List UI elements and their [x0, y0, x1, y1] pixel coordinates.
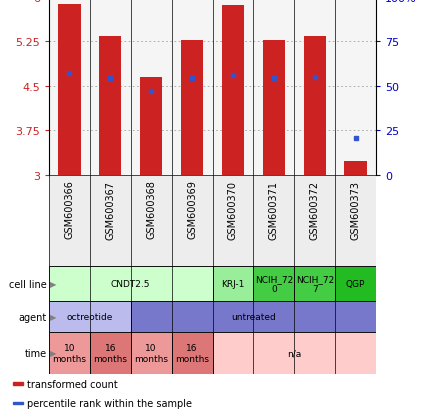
Bar [335, 176, 376, 266]
Text: n/a: n/a [287, 349, 301, 358]
Text: octreotide: octreotide [67, 313, 113, 321]
Bar [140, 78, 162, 176]
Text: NCIH_72
0: NCIH_72 0 [255, 274, 293, 294]
Bar [131, 176, 172, 266]
Bar [13, 402, 23, 404]
Bar [49, 332, 90, 374]
Text: transformed count: transformed count [27, 379, 118, 389]
Bar [90, 332, 131, 374]
Bar [49, 176, 90, 266]
Bar [49, 266, 212, 301]
Bar [131, 332, 172, 374]
Text: GSM600369: GSM600369 [187, 180, 197, 239]
Bar [130, 0, 172, 176]
Bar [294, 0, 335, 176]
Bar [131, 301, 376, 332]
Text: GSM600372: GSM600372 [310, 180, 320, 239]
Bar [294, 266, 335, 301]
Bar [49, 0, 90, 176]
Text: ▶: ▶ [50, 280, 56, 288]
Bar [90, 176, 131, 266]
Bar [335, 0, 376, 176]
Bar [212, 266, 253, 301]
Bar [212, 332, 376, 374]
Bar [263, 41, 285, 176]
Bar [90, 0, 130, 176]
Text: CNDT2.5: CNDT2.5 [111, 280, 150, 288]
Text: ▶: ▶ [50, 349, 56, 358]
Text: QGP: QGP [346, 280, 366, 288]
Bar [212, 0, 253, 176]
Bar [335, 266, 376, 301]
Bar [181, 40, 203, 176]
Text: agent: agent [19, 312, 47, 322]
Text: GSM600371: GSM600371 [269, 180, 279, 239]
Bar [222, 6, 244, 176]
Text: GSM600367: GSM600367 [105, 180, 115, 239]
Bar [172, 0, 212, 176]
Bar [212, 176, 253, 266]
Bar [99, 36, 122, 176]
Text: time: time [25, 348, 47, 358]
Bar [253, 0, 294, 176]
Text: NCIH_72
7: NCIH_72 7 [296, 274, 334, 294]
Text: ▶: ▶ [50, 313, 56, 321]
Text: 10
months: 10 months [52, 344, 86, 363]
Bar [49, 301, 131, 332]
Bar [13, 382, 23, 385]
Bar [58, 5, 81, 176]
Text: 16
months: 16 months [93, 344, 127, 363]
Bar [253, 176, 294, 266]
Text: GSM600370: GSM600370 [228, 180, 238, 239]
Bar [253, 266, 294, 301]
Text: percentile rank within the sample: percentile rank within the sample [27, 398, 193, 408]
Text: GSM600373: GSM600373 [351, 180, 361, 239]
Bar [294, 176, 335, 266]
Bar [172, 176, 212, 266]
Text: GSM600368: GSM600368 [146, 180, 156, 239]
Bar [303, 36, 326, 176]
Text: untreated: untreated [231, 313, 276, 321]
Text: KRJ-1: KRJ-1 [221, 280, 245, 288]
Text: GSM600366: GSM600366 [64, 180, 74, 239]
Text: cell line: cell line [9, 279, 47, 289]
Text: 16
months: 16 months [175, 344, 209, 363]
Bar [172, 332, 212, 374]
Bar [344, 162, 367, 176]
Text: 10
months: 10 months [134, 344, 168, 363]
